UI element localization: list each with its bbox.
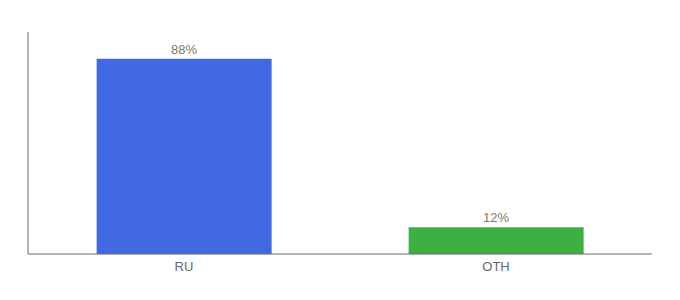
svg-text:12%: 12% [483,210,509,225]
svg-text:88%: 88% [171,42,197,57]
svg-text:OTH: OTH [482,259,509,274]
svg-text:RU: RU [175,259,194,274]
